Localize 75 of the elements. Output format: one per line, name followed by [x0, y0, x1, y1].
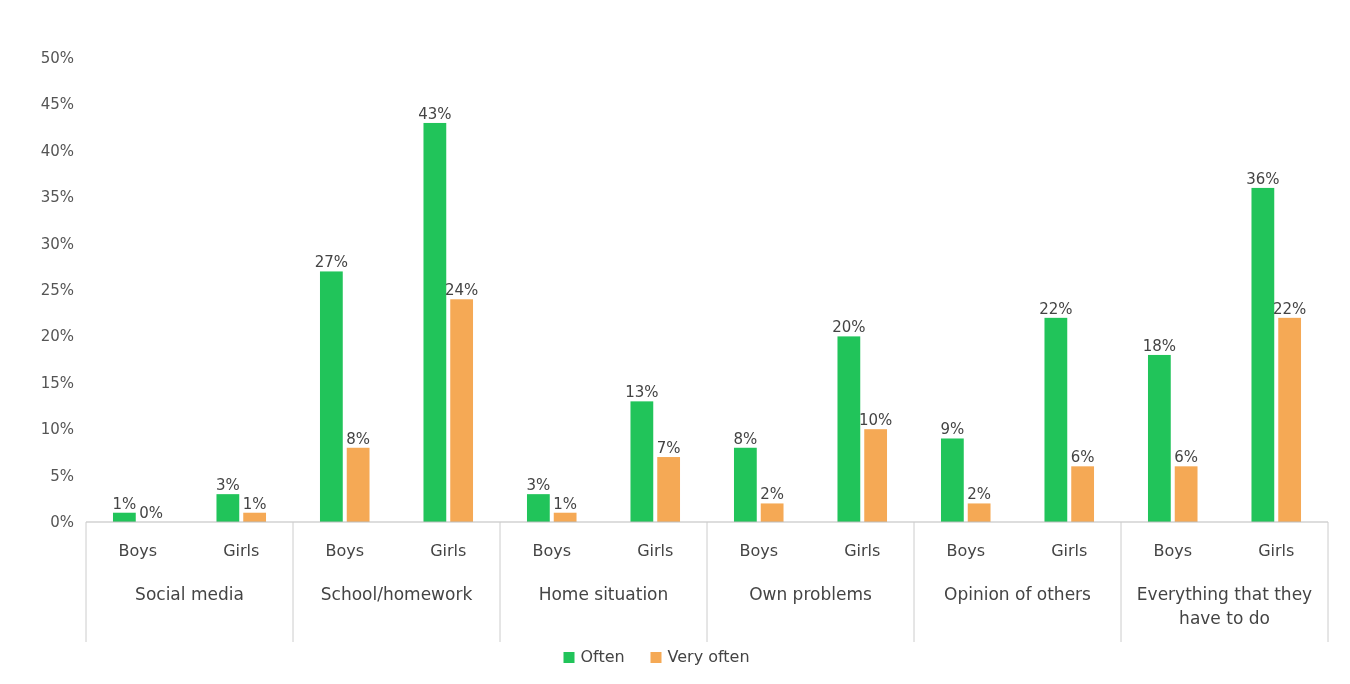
bar: [1044, 317, 1068, 522]
text: Own problems: [749, 584, 872, 604]
y-tick-label: 15%: [40, 373, 74, 392]
bar: [837, 336, 861, 522]
y-tick-label: 50%: [40, 49, 74, 67]
data-label: 8%: [346, 429, 371, 448]
bar: [526, 494, 550, 522]
data-label: 3%: [526, 476, 551, 495]
x-tick-label: Girls: [430, 541, 467, 560]
data-label: 2%: [760, 485, 785, 504]
x-tick-label: Boys: [532, 541, 572, 560]
data-label: 3%: [215, 476, 240, 495]
data-label: 24%: [444, 281, 479, 300]
legend-label: Often: [580, 647, 625, 666]
data-label: 43%: [418, 104, 452, 123]
y-tick-label: 30%: [40, 234, 74, 253]
data-label: 1%: [553, 494, 578, 513]
x-tick-label: Boys: [946, 541, 986, 560]
y-tick-label: 40%: [40, 141, 74, 160]
y-tick-label: 20%: [40, 327, 74, 346]
bar: [733, 447, 757, 522]
data-label: 36%: [1246, 169, 1280, 188]
legend-label: Very often: [667, 647, 750, 666]
bar: [630, 401, 654, 522]
x-tick-label: Boys: [325, 541, 365, 560]
data-label: 1%: [112, 494, 137, 513]
bar: [864, 429, 888, 522]
text: Everything that they have to do: [1136, 584, 1313, 628]
bar: [657, 457, 681, 522]
bar: [1251, 187, 1275, 522]
text: School/homework: [320, 584, 473, 604]
bar: [967, 503, 991, 522]
bar: [760, 503, 784, 522]
data-label: 18%: [1142, 336, 1177, 355]
data-label: 20%: [832, 318, 866, 337]
bar: [346, 447, 370, 522]
y-tick-label: 10%: [40, 420, 74, 439]
y-tick-label: 45%: [40, 95, 74, 114]
bar: [940, 438, 964, 522]
data-label: 22%: [1039, 299, 1073, 318]
x-tick-label: Girls: [1051, 541, 1088, 560]
data-label: 9%: [940, 420, 965, 439]
bar: [1278, 317, 1302, 522]
bar: [450, 299, 474, 522]
data-label: 2%: [967, 485, 992, 504]
x-tick-label: Girls: [637, 541, 674, 560]
text: Social media: [135, 584, 244, 604]
data-label: 0%: [139, 504, 164, 522]
x-tick-label: Boys: [118, 541, 158, 560]
bar: [1174, 466, 1198, 522]
data-label: 1%: [242, 494, 267, 513]
y-tick-label: 5%: [50, 466, 74, 485]
data-label: 13%: [625, 383, 659, 402]
y-tick-label: 25%: [40, 281, 74, 299]
x-tick-label: Girls: [223, 541, 260, 560]
data-label: 10%: [858, 411, 893, 430]
text: Opinion of others: [944, 584, 1092, 604]
bar: [1147, 354, 1171, 522]
y-tick-label: 0%: [50, 513, 74, 531]
x-tick-label: Boys: [1153, 541, 1193, 560]
bar: [216, 494, 240, 522]
data-label: 8%: [733, 429, 758, 448]
x-tick-label: Girls: [844, 541, 881, 560]
y-tick-label: 35%: [40, 188, 74, 207]
bar: [1071, 466, 1095, 522]
data-label: 7%: [656, 439, 681, 458]
data-label: 6%: [1070, 448, 1095, 467]
data-label: 22%: [1272, 299, 1307, 318]
text: Home situation: [538, 584, 669, 604]
x-tick-label: Girls: [1258, 541, 1295, 560]
bar: [319, 271, 343, 522]
data-label: 6%: [1174, 448, 1199, 467]
bar: [423, 122, 447, 522]
data-label: 27%: [314, 253, 349, 272]
x-tick-label: Boys: [739, 541, 779, 560]
